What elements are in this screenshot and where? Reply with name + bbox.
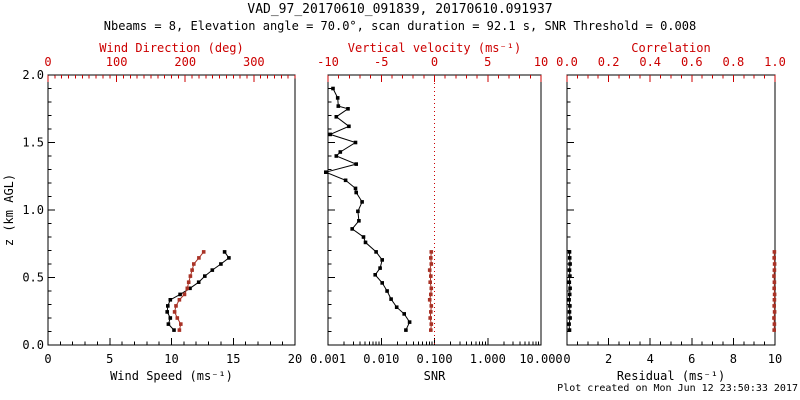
svg-text:0: 0 [563,352,570,366]
svg-text:10.000: 10.000 [519,352,562,366]
series-wind-direction [172,250,206,332]
series-correlation [772,250,777,332]
series-wind-speed [165,250,231,332]
svg-text:Wind Direction (deg): Wind Direction (deg) [99,41,244,55]
svg-text:10: 10 [768,352,782,366]
plot-title: VAD_97_20170610_091839, 20170610.091937 [247,2,553,17]
svg-text:300: 300 [243,55,265,69]
svg-text:0.001: 0.001 [310,352,346,366]
panel-wind: 0 5 10 15 20 Wind Speed (ms⁻¹) 0 100 200 300Wind … [2,41,302,383]
wind-bottom-axis: 0 5 10 15 20 Wind Speed (ms⁻¹) [44,338,302,383]
svg-text:0.5: 0.5 [22,271,44,285]
svg-text:200: 200 [174,55,196,69]
svg-text:Vertical velocity (ms⁻¹): Vertical velocity (ms⁻¹) [348,41,521,55]
plot-created-timestamp: Plot created on Mon Jun 12 23:50:33 2017 [557,383,798,394]
residual-bottom-axis: 0 2 4 6 8 10 Residual (ms⁻¹) [563,338,782,383]
svg-text:-5: -5 [374,55,388,69]
series-vertical-velocity [427,250,434,332]
residual-top-axis: 0.0 0.2 0.4 0.6 0.8 1.0 Correlation [556,41,786,82]
snr-top-axis: -10 -5 0 5 10 Vertical velocity (ms⁻¹) [317,41,548,82]
svg-text:0.4: 0.4 [639,55,661,69]
svg-text:100: 100 [106,55,128,69]
svg-text:1.0: 1.0 [22,203,44,217]
svg-text:8: 8 [730,352,737,366]
panel-residual: 0 2 4 6 8 10 Residual (ms⁻¹) 0.0 0.2 0.4 0.6 0.8 1.0… [556,41,786,383]
svg-text:5: 5 [106,352,113,366]
panel-snr: 0.001 0.010 0.100 1.000 10.000 SNR -10 -5 0 5 10 Ve… [310,41,563,383]
svg-text:2.0: 2.0 [22,68,44,82]
svg-text:5: 5 [484,55,491,69]
series-residual [567,250,572,332]
svg-text:4: 4 [647,352,654,366]
svg-text:20: 20 [288,352,302,366]
svg-text:0: 0 [44,55,51,69]
svg-text:-10: -10 [317,55,339,69]
svg-text:SNR: SNR [424,369,446,383]
svg-text:Wind Speed (ms⁻¹): Wind Speed (ms⁻¹) [110,369,233,383]
svg-text:0.6: 0.6 [681,55,703,69]
svg-text:1.0: 1.0 [764,55,786,69]
svg-text:10: 10 [164,352,178,366]
svg-text:15: 15 [226,352,240,366]
snr-y-axis [328,74,335,346]
svg-text:z (km AGL): z (km AGL) [2,174,16,246]
svg-text:0.010: 0.010 [363,352,399,366]
svg-text:Residual (ms⁻¹): Residual (ms⁻¹) [617,369,725,383]
wind-y-axis: 0.0 0.5 1.0 1.5 2.0 z (km AGL) [2,68,55,352]
svg-text:0.100: 0.100 [416,352,452,366]
series-snr [324,86,412,332]
svg-text:0.0: 0.0 [22,338,44,352]
svg-text:10: 10 [534,55,548,69]
svg-text:0.2: 0.2 [598,55,620,69]
svg-text:1.000: 1.000 [470,352,506,366]
svg-text:0: 0 [44,352,51,366]
svg-text:Correlation: Correlation [631,41,710,55]
svg-text:6: 6 [688,352,695,366]
snr-bottom-axis: 0.001 0.010 0.100 1.000 10.000 SNR [310,338,563,383]
plot-subtitle: Nbeams = 8, Elevation angle = 70.0°, sca… [103,19,697,33]
svg-text:2: 2 [605,352,612,366]
svg-text:0.0: 0.0 [556,55,578,69]
svg-text:1.5: 1.5 [22,136,44,150]
svg-text:0.8: 0.8 [723,55,745,69]
svg-text:0: 0 [431,55,438,69]
